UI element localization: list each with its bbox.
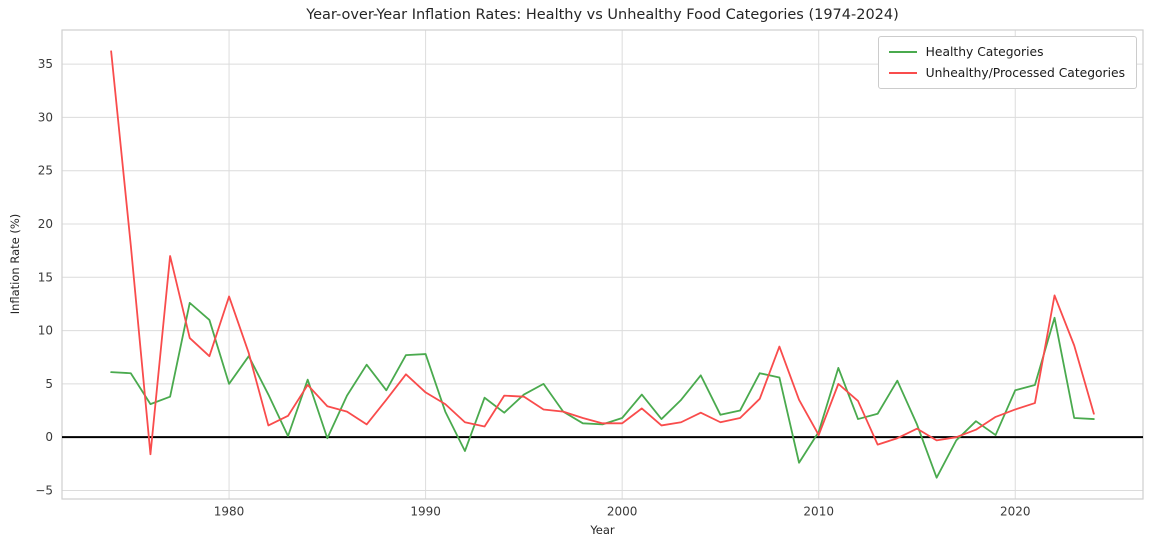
y-tick-label: 5 <box>45 377 53 391</box>
x-tick-label: 2010 <box>803 505 834 519</box>
chart-title: Year-over-Year Inflation Rates: Healthy … <box>306 7 899 23</box>
y-tick-label: 0 <box>45 430 53 444</box>
series-line-unhealthy <box>110 50 1095 456</box>
y-tick-label: 25 <box>38 164 53 178</box>
y-tick-label: 30 <box>38 110 53 124</box>
legend-line-unhealthy-icon <box>888 72 917 74</box>
x-tick-label: 2020 <box>1000 505 1031 519</box>
y-tick-label: 15 <box>38 270 53 284</box>
x-tick-label: 1990 <box>410 505 441 519</box>
series-line-healthy <box>110 301 1095 479</box>
y-tick-label: −5 <box>35 483 53 497</box>
x-tick-label: 1980 <box>214 505 245 519</box>
legend-line-healthy-icon <box>888 51 917 53</box>
x-tick-label: 2000 <box>607 505 638 519</box>
plot-border <box>61 29 1144 500</box>
legend-label-unhealthy: Unhealthy/Processed Categories <box>925 66 1125 80</box>
x-axis-label: Year <box>590 523 615 537</box>
y-tick-label: 35 <box>38 57 53 71</box>
legend-item-healthy: Healthy Categories <box>888 45 1125 59</box>
legend-label-healthy: Healthy Categories <box>925 45 1044 59</box>
y-axis-label: Inflation Rate (%) <box>8 213 22 315</box>
legend: Healthy Categories Unhealthy/Processed C… <box>877 36 1137 89</box>
y-tick-label: 20 <box>38 217 53 231</box>
y-tick-label: 10 <box>38 324 53 338</box>
legend-item-unhealthy: Unhealthy/Processed Categories <box>888 66 1125 80</box>
